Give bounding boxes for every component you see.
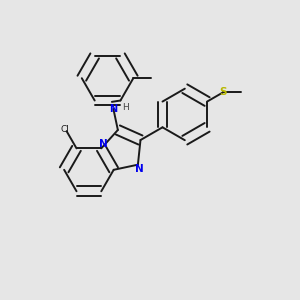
Text: H: H — [123, 103, 129, 112]
Text: N: N — [135, 164, 144, 174]
Text: Cl: Cl — [61, 125, 69, 134]
Text: N: N — [99, 140, 107, 149]
Text: S: S — [219, 88, 226, 98]
Text: N: N — [109, 104, 118, 114]
